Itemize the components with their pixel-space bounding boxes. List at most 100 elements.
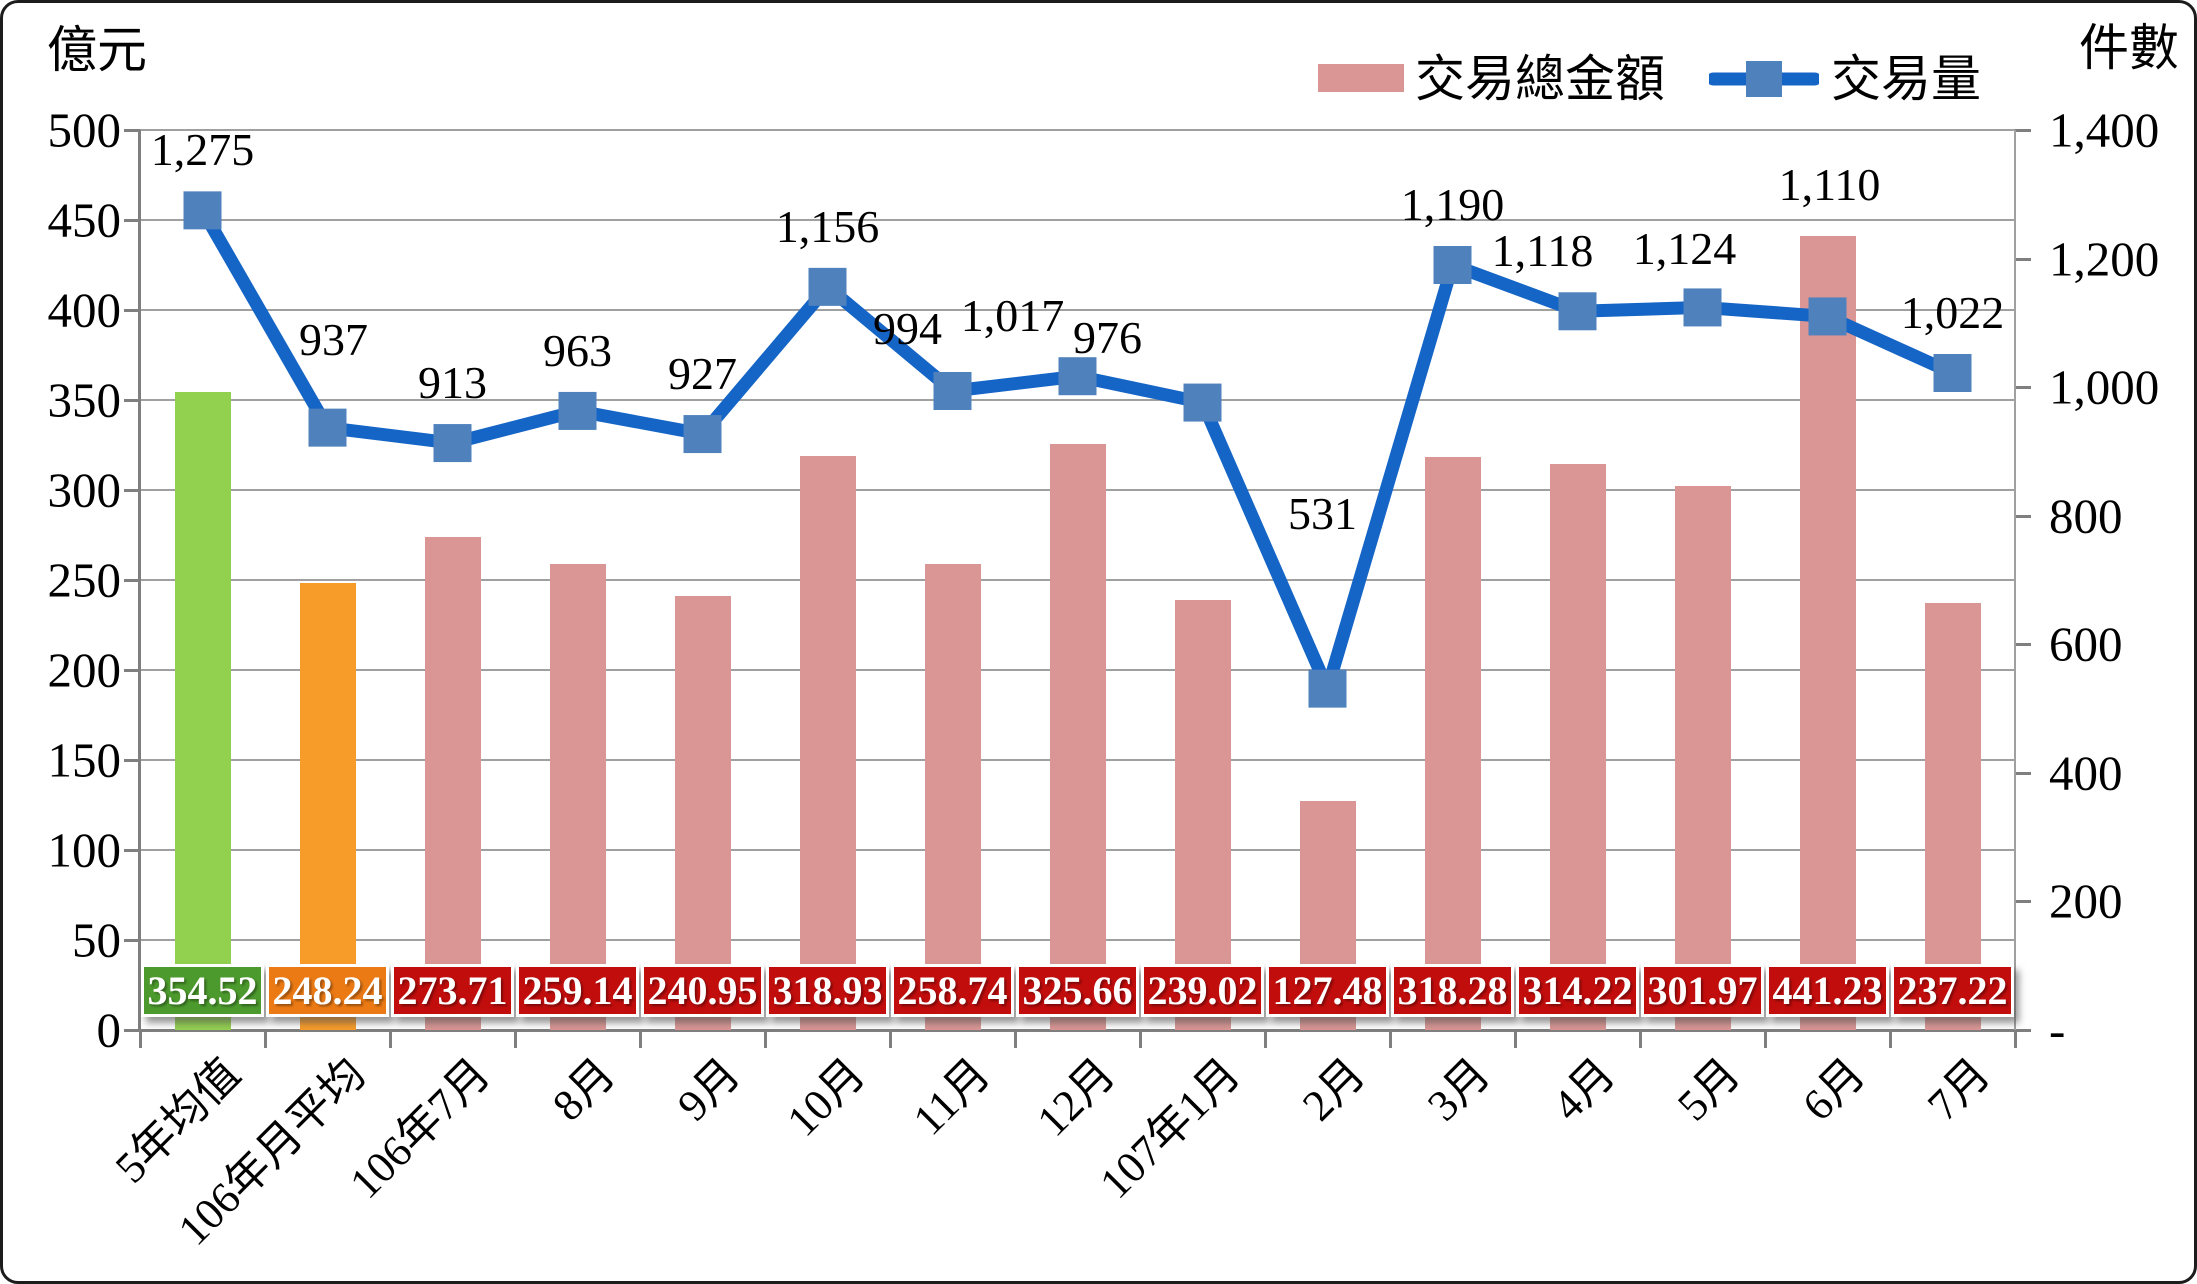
bar-5年均值 [174,391,231,1030]
bar-106年7月 [424,537,481,1030]
bar-5月 [1674,486,1731,1030]
y-axis-tick [124,849,140,852]
y-axis-tick [124,129,140,132]
legend-bar-swatch [1318,64,1404,92]
line-marker [1683,288,1722,327]
y-axis-tick [124,579,140,582]
bar-106年月平均 [299,583,356,1030]
bar-value-box: 301.97 [1641,964,1764,1017]
right-axis-tick-label: 800 [2049,488,2123,544]
bar-12月 [1049,443,1106,1030]
x-axis-tick [1514,1030,1517,1048]
bar-value-box: 318.28 [1391,964,1514,1017]
line-data-label: 994 [873,303,942,354]
bar-value-box: 239.02 [1141,964,1264,1017]
y-axis-tick-label: 450 [47,192,122,248]
gridline [140,1029,2015,1032]
line-data-label: 927 [668,348,737,400]
line-marker [1808,297,1847,336]
right-axis-tick-label: 1,000 [2049,359,2160,415]
right-axis-tick [2015,900,2031,904]
line-series-layer [183,191,1972,708]
x-axis-tick [1014,1030,1017,1048]
x-axis-tick [264,1030,267,1048]
bar-6月 [1799,235,1856,1030]
line-marker [308,408,347,447]
x-axis-tick [889,1030,892,1048]
bar-7月 [1924,603,1981,1030]
gridline [140,129,2015,131]
y-axis-tick-label: 400 [47,282,122,338]
y-axis-tick-label: 500 [47,102,122,158]
bar-3月 [1424,457,1481,1030]
x-axis-tick [1639,1030,1642,1048]
bar-value-box: 258.74 [891,964,1014,1017]
bar-value-box: 441.23 [1766,964,1889,1017]
bar-value-box: 259.14 [516,964,639,1017]
bar-value-box: 237.22 [1891,964,2014,1017]
legend-line-label: 交易量 [1831,51,1981,107]
bar-value-box: 240.95 [641,964,764,1017]
line-data-label: 976 [1073,311,1142,363]
bar-8月 [549,563,606,1030]
y-axis-tick [124,309,140,312]
right-axis-tick [2015,257,2031,261]
bar-9月 [674,596,731,1030]
line-data-label: 531 [1288,487,1357,539]
y-axis-tick [124,1029,140,1032]
y-axis-tick-label: 350 [47,372,122,428]
line-marker [1933,354,1972,392]
y-axis-tick-label: 200 [47,642,122,698]
plot-right-border [2014,130,2016,1030]
bar-11月 [924,564,981,1030]
right-axis-tick [2015,1029,2031,1032]
y-axis-line [138,130,141,1032]
line-data-label: 1,156 [775,200,880,252]
bar-4月 [1549,464,1606,1030]
y-axis-tick [124,669,140,672]
line-marker [933,372,972,410]
y-axis-tick [124,939,140,942]
line-marker [183,191,222,230]
line-marker [683,415,722,454]
bar-value-box: 354.52 [141,964,264,1017]
right-axis-tick-label: 400 [2049,745,2123,801]
line-marker [433,424,472,463]
left-axis-title: 億元 [47,22,147,78]
x-axis-tick [1764,1030,1767,1048]
right-axis-tick [2015,643,2031,647]
line-data-label: 963 [543,324,612,376]
right-axis-tick-label: 600 [2049,616,2123,672]
x-axis-tick [639,1030,642,1048]
legend-line-swatch [1709,61,1819,97]
y-axis-tick-label: 50 [72,912,121,968]
bar-value-box: 127.48 [1266,964,1389,1017]
y-axis-tick-label: 100 [47,822,122,878]
right-axis-title: 件數 [2079,20,2179,76]
y-axis-tick [124,399,140,402]
line-marker [1433,246,1472,284]
line-data-label: 1,022 [1900,287,2005,338]
bar-value-box: 314.22 [1516,964,1639,1017]
y-axis-tick [124,489,140,492]
x-axis-tick [1889,1030,1892,1048]
x-axis-tick [139,1030,142,1048]
line-data-label: 1,118 [1491,225,1594,277]
line-data-label: 1,017 [960,290,1065,342]
legend-bar-label: 交易總金額 [1415,51,1665,107]
gridline [140,309,2015,311]
right-axis-tick-label: 1,400 [2049,102,2160,158]
right-axis-tick [2015,129,2031,132]
y-axis-tick-label: 0 [96,1002,122,1058]
right-axis-tick [2015,386,2031,390]
x-axis-tick [1264,1030,1267,1048]
x-axis-tick [764,1030,767,1048]
line-data-label: 1,275 [150,124,255,176]
x-axis-tick [2014,1030,2017,1048]
right-axis-tick-label: 200 [2049,873,2123,929]
gridline [140,219,2015,221]
x-axis-tick [1389,1030,1392,1048]
line-data-label: 937 [299,313,368,365]
y-axis-tick-label: 150 [47,732,122,788]
line-data-label: 1,190 [1400,179,1505,230]
